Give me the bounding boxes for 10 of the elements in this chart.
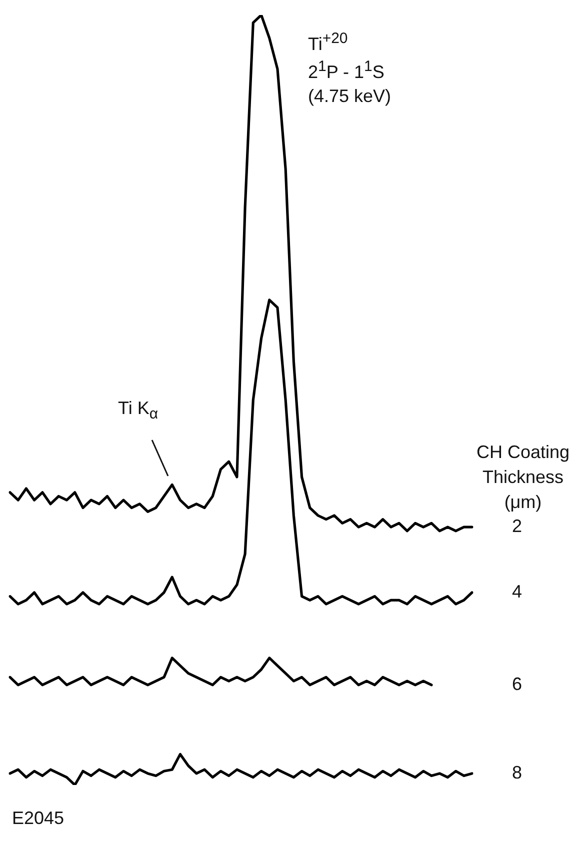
text: 6 — [512, 674, 522, 694]
annotation: Ti K$_{α}$ — [118, 398, 158, 423]
annotation: 2$^{1}$P - 1$^{1}$S — [308, 58, 384, 83]
text: 2 — [512, 516, 522, 536]
text: 8 — [512, 762, 522, 782]
annotation: (4.75 keV) — [308, 86, 392, 107]
annotation: Ti$^{+20}$ — [308, 30, 348, 55]
legend-title: CH Coating Thickness (μm) — [475, 441, 571, 514]
text: E2045 — [12, 808, 64, 829]
text: 4 — [512, 581, 522, 602]
